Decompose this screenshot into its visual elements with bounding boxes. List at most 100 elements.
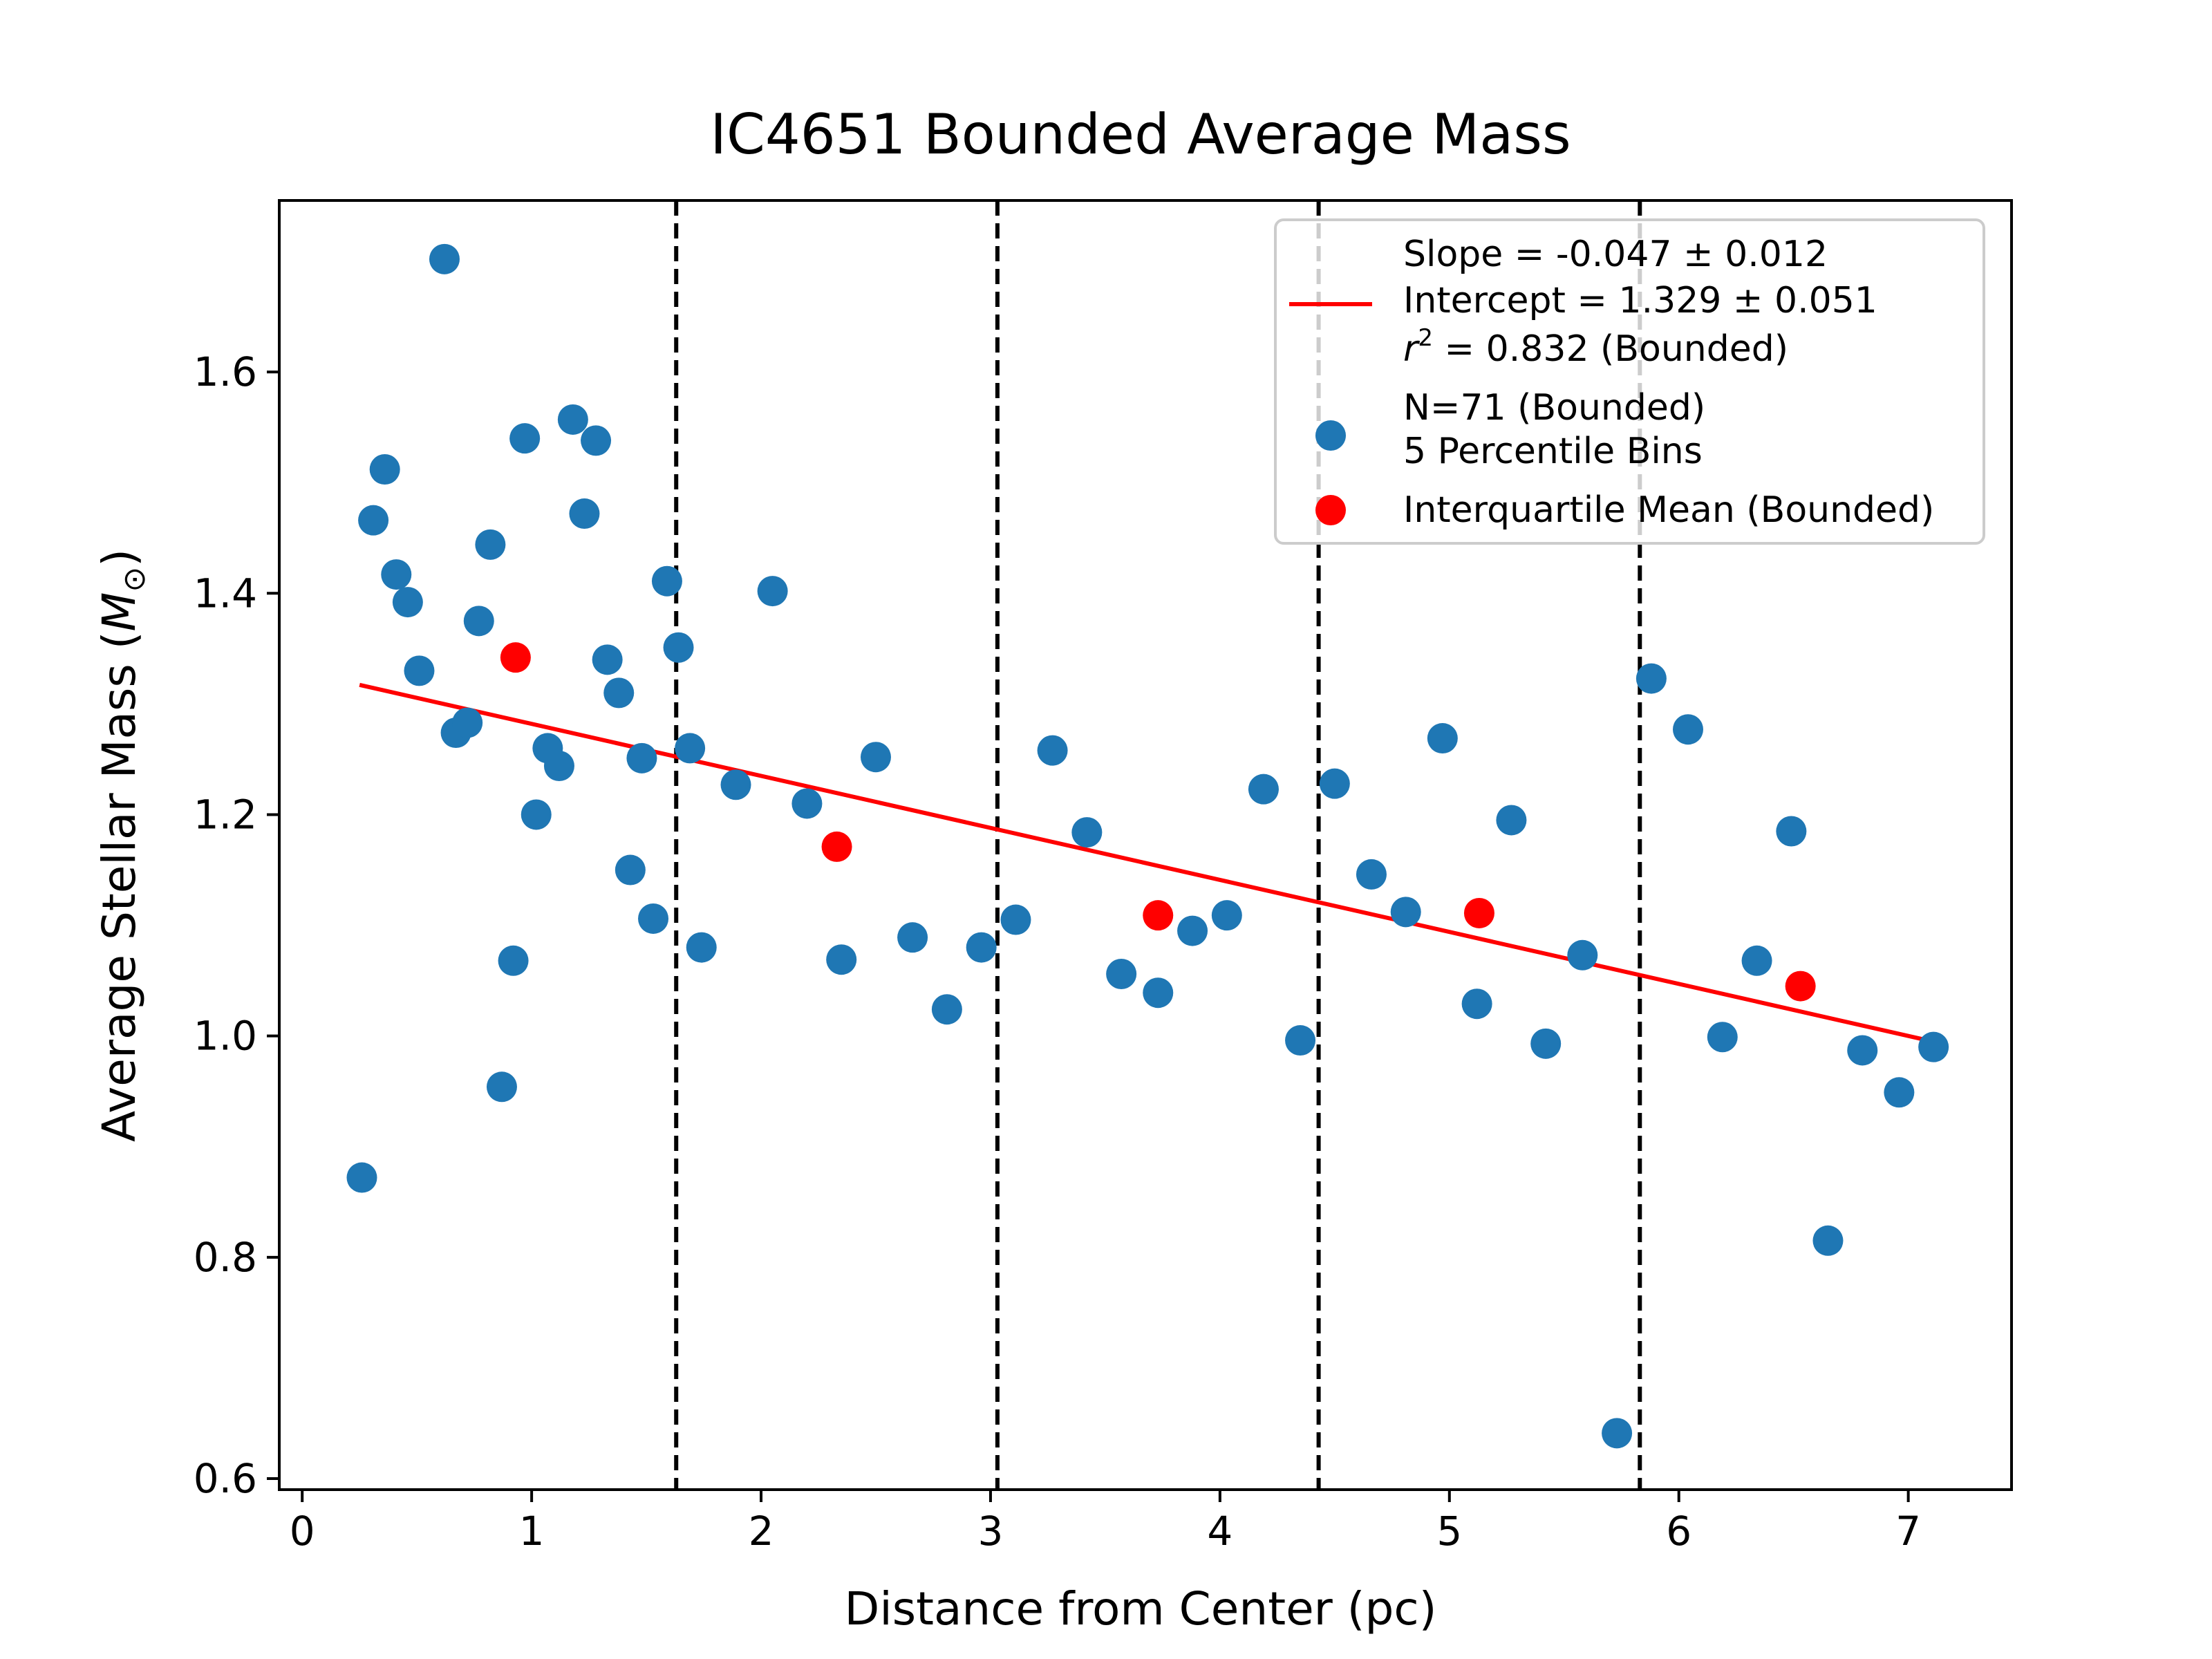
x-tick-label: 2: [749, 1508, 774, 1555]
data-point: [663, 632, 694, 663]
data-point: [757, 576, 788, 607]
iqm-point: [1463, 897, 1494, 928]
legend-scatter-2: 5 Percentile Bins: [1403, 431, 1703, 472]
data-point: [557, 404, 588, 435]
legend-fit-line-2: Intercept = 1.329 ± 0.051: [1403, 280, 1877, 321]
y-axis-label: Average Stellar Mass (M⊙): [93, 549, 152, 1142]
y-axis-label-sub: ⊙: [117, 567, 152, 592]
data-point: [486, 1071, 517, 1103]
data-point: [543, 751, 574, 782]
legend-r-rest: = 0.832 (Bounded): [1433, 328, 1788, 370]
x-axis-ticks: 0 1 2 3 4 5 6 7: [290, 1490, 1921, 1555]
data-point: [1143, 977, 1174, 1009]
data-point: [615, 854, 646, 885]
legend-iqm-label: Interquartile Mean (Bounded): [1403, 489, 1934, 531]
legend-r-var: r: [1403, 328, 1421, 370]
x-tick-label: 1: [519, 1508, 545, 1555]
data-point: [686, 932, 717, 963]
data-point: [1847, 1035, 1878, 1066]
data-point: [509, 423, 541, 454]
x-tick-label: 7: [1895, 1508, 1921, 1555]
y-axis-label-main: Average Stellar Mass (: [93, 632, 146, 1143]
axes-border: [278, 199, 2013, 1491]
legend-r-sup: 2: [1418, 324, 1433, 352]
y-tick-label: 1.0: [194, 1013, 257, 1060]
data-point: [498, 945, 529, 976]
y-tick-label: 1.4: [194, 570, 257, 617]
x-tick-label: 4: [1207, 1508, 1232, 1555]
x-tick-label: 6: [1666, 1508, 1691, 1555]
data-point: [521, 799, 552, 830]
legend-box: [1274, 218, 1985, 545]
data-point: [1211, 900, 1242, 931]
data-point: [463, 606, 494, 637]
iqm-point: [1143, 900, 1174, 931]
data-point: [404, 655, 435, 686]
data-point: [931, 994, 962, 1025]
iqm-point: [500, 642, 531, 673]
data-point: [603, 677, 635, 709]
data-point: [1356, 859, 1387, 890]
data-point: [369, 454, 400, 485]
y-tick-label: 0.6: [194, 1455, 257, 1502]
data-point: [1390, 897, 1421, 928]
data-point: [1741, 945, 1772, 976]
data-point: [675, 733, 706, 764]
data-point: [1285, 1025, 1316, 1056]
data-point: [897, 922, 928, 953]
axes-frame: [278, 199, 2013, 1491]
legend-scatter-swatch: [1315, 420, 1346, 451]
data-point: [1461, 988, 1492, 1020]
legend-fit-line-1: Slope = -0.047 ± 0.012: [1403, 234, 1828, 275]
data-point: [626, 742, 657, 774]
iqm-points: [500, 642, 1816, 1002]
data-point: [1496, 805, 1527, 836]
x-tick-label: 3: [978, 1508, 1004, 1555]
y-tick-label: 1.6: [194, 348, 257, 395]
data-point: [569, 498, 600, 529]
data-point: [429, 243, 460, 274]
scatter-points: [346, 243, 1949, 1449]
data-point: [1635, 663, 1667, 694]
data-point: [1918, 1031, 1949, 1062]
chart-title: IC4651 Bounded Average Mass: [710, 102, 1571, 167]
y-axis-label-close: ): [93, 549, 146, 567]
legend-fit-line-3: r2 = 0.832 (Bounded): [1403, 324, 1788, 370]
data-point: [860, 742, 891, 773]
data-point: [1602, 1418, 1633, 1449]
data-point: [392, 587, 423, 618]
data-point: [1037, 735, 1068, 766]
data-point: [720, 769, 751, 800]
fit-line-group: [359, 682, 1932, 1044]
legend: Slope = -0.047 ± 0.012 Intercept = 1.329…: [1274, 218, 1985, 545]
y-tick-label: 1.2: [194, 791, 257, 838]
data-point: [1567, 939, 1598, 971]
data-point: [475, 529, 506, 560]
y-axis-ticks: 0.6 0.8 1.0 1.2 1.4 1.6: [194, 348, 279, 1502]
data-point: [592, 644, 623, 675]
data-point: [1248, 774, 1279, 805]
data-point: [826, 944, 857, 975]
y-axis-label-var: M: [93, 592, 146, 632]
data-point: [358, 505, 389, 536]
data-point: [651, 565, 682, 597]
data-point: [1672, 714, 1703, 745]
data-point: [581, 425, 612, 456]
data-point: [1071, 817, 1103, 848]
data-point: [966, 932, 997, 963]
y-tick-label: 0.8: [194, 1234, 257, 1281]
data-point: [1884, 1077, 1915, 1108]
legend-scatter-1: N=71 (Bounded): [1403, 387, 1705, 429]
data-point: [1530, 1028, 1562, 1059]
data-point: [1776, 816, 1807, 847]
data-point: [1177, 915, 1208, 946]
data-point: [1319, 768, 1350, 799]
fit-line: [359, 682, 1932, 1044]
data-point: [638, 903, 669, 934]
data-point: [1000, 904, 1031, 935]
x-tick-label: 0: [290, 1508, 315, 1555]
data-point: [791, 788, 823, 819]
data-point: [346, 1162, 377, 1193]
